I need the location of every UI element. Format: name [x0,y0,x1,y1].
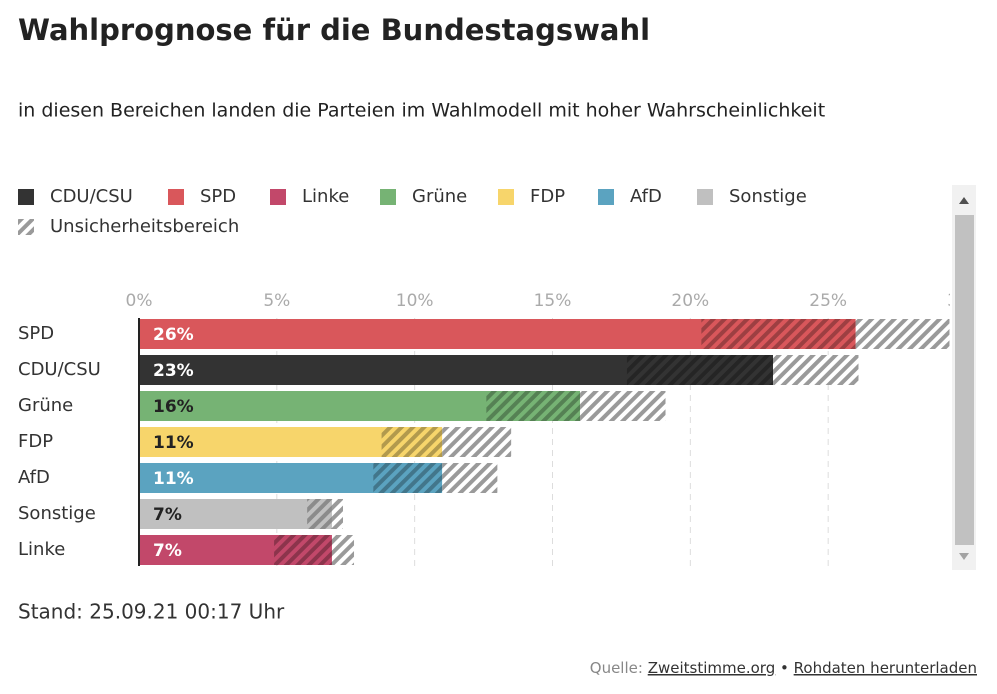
scrollbar[interactable] [952,185,976,570]
value-label: 7% [153,505,182,525]
source-label: Quelle: [590,659,643,677]
legend-swatch [18,219,34,235]
legend-label: AfD [630,186,662,207]
value-label: 16% [153,397,194,417]
range-outer [442,427,512,457]
range-outer [580,391,666,421]
scroll-down[interactable] [959,553,969,560]
x-tick-label: 15% [534,291,572,311]
plot: 0% 5% 10% 15% 20% 25% 30% 26% 23% 16% 11% 11% 7% 7% [126,291,985,566]
range-inner [381,427,443,457]
legend-swatch [168,189,184,205]
category-label: SPD [18,323,54,344]
scroll-up[interactable] [959,197,969,204]
bar [139,499,332,529]
source: Quelle: Zweitstimme.org • Rohdaten herun… [590,659,977,677]
timestamp: Stand: 25.09.21 00:17 Uhr [18,600,285,624]
value-label: 7% [153,541,182,561]
range-inner [373,463,443,493]
legend-label: Unsicherheitsbereich [50,216,239,237]
range-outer [331,499,343,529]
legend-swatch [498,189,514,205]
legend-label: Grüne [412,186,467,207]
range-inner [274,535,332,565]
separator: • [780,659,789,677]
legend-label: Sonstige [729,186,807,207]
legend-swatch [598,189,614,205]
value-label: 26% [153,325,194,345]
category-label: Linke [18,539,65,560]
value-label: 11% [153,433,194,453]
category-label: Sonstige [18,503,96,524]
legend-swatch [18,189,34,205]
legend-label: SPD [200,186,236,207]
x-tick-label: 0% [126,291,153,311]
range-outer [855,319,950,349]
category-label: Grüne [18,395,73,416]
source-link[interactable]: Zweitstimme.org [648,659,776,677]
range-inner [307,499,332,529]
range-inner [486,391,581,421]
range-inner [626,355,774,385]
legend-label: CDU/CSU [50,186,133,207]
x-tick-label: 10% [396,291,434,311]
range-outer [773,355,859,385]
category-label: CDU/CSU [18,359,101,380]
category-label: FDP [18,431,53,452]
category-label: AfD [18,467,50,488]
legend-label: FDP [530,186,565,207]
chart-title: Wahlprognose für die Bundestagswahl [18,13,650,47]
value-label: 11% [153,469,194,489]
legend-swatch [697,189,713,205]
legend: CDU/CSU SPD Linke Grüne FDP AfD Sonstige Unsich… [18,186,807,237]
scroll-thumb[interactable] [955,215,974,545]
x-tick-label: 25% [809,291,847,311]
legend-label: Linke [302,186,349,207]
range-outer [442,463,498,493]
download-link[interactable]: Rohdaten herunterladen [794,659,977,677]
x-tick-label: 20% [671,291,709,311]
x-tick-label: 5% [263,291,290,311]
legend-swatch [380,189,396,205]
subtitle: in diesen Bereichen landen die Parteien … [18,100,825,122]
x-tick-label: 30% [947,291,985,311]
range-outer [331,535,355,565]
legend-swatch [270,189,286,205]
value-label: 23% [153,361,194,381]
range-inner [701,319,856,349]
